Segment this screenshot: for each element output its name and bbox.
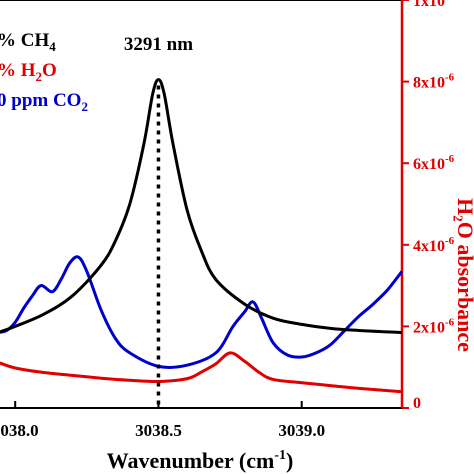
x-axis-title: Wavenumber (cm-1) bbox=[107, 448, 294, 473]
series-line-co2 bbox=[0, 255, 404, 369]
series-line-ch4 bbox=[0, 78, 403, 334]
legend-entry: % CH4 bbox=[0, 30, 56, 54]
y-right-tick-label: 4x10-6 bbox=[413, 235, 455, 255]
y-right-tick-label: 8x10-6 bbox=[413, 72, 455, 92]
y-right-tick-label: 6x10-6 bbox=[413, 153, 455, 173]
x-tick-label: 3039.0 bbox=[278, 421, 325, 440]
series-layer bbox=[0, 78, 404, 394]
y-right-tick-label: 1x10-5 bbox=[413, 0, 455, 10]
plot-frame bbox=[0, 0, 404, 409]
y-axis-right: 0 2x10-6 4x10-6 6x10-6 8x10-6 1x10-5 bbox=[402, 0, 455, 412]
y-right-tick-label: 2x10-6 bbox=[413, 316, 455, 336]
peak-label: 3291 nm bbox=[124, 34, 193, 55]
x-axis: 3038.0 3038.5 3039.0 bbox=[0, 401, 325, 440]
y-axis-right-title: H₂O absorbance bbox=[453, 198, 474, 352]
x-tick-label: 3038.0 bbox=[0, 421, 39, 440]
legend: % CH4 % H2O 0 ppm CO2 bbox=[0, 30, 88, 114]
legend-entry: 0 ppm CO2 bbox=[0, 90, 88, 114]
peak-annotation: 3291 nm bbox=[124, 34, 193, 408]
legend-entry: % H2O bbox=[0, 60, 57, 84]
plot-border bbox=[0, 0, 403, 409]
y-right-tick-label: 0 bbox=[413, 395, 421, 412]
series-line-h2o bbox=[0, 351, 403, 394]
x-tick-label: 3038.5 bbox=[135, 421, 182, 440]
